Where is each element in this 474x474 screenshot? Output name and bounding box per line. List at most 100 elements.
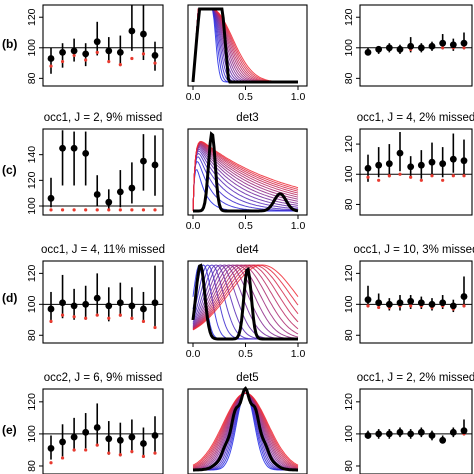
panel-e-left: occ2, J = 6, 9% missed 80 100 120	[26, 372, 164, 474]
true-value-point	[95, 208, 99, 212]
true-value-point	[107, 59, 111, 64]
estimate-point	[375, 45, 383, 53]
true-value-point	[130, 56, 134, 61]
true-value-point	[419, 178, 423, 182]
panel-d-left: occ1, J = 4, 11% missed 80 100 120	[26, 244, 165, 344]
y-tick-label: 120	[26, 8, 38, 26]
true-value-point	[366, 304, 370, 308]
estimate-point	[449, 428, 457, 436]
x-tick-label: 0.5	[238, 348, 253, 360]
panel-title-d-middle: det4	[236, 244, 259, 256]
row-label-d: (d)	[2, 291, 17, 305]
panel-c-left: occ1, J = 2, 9% missed 100 120 140	[26, 112, 164, 216]
true-value-point	[107, 451, 111, 455]
estimate-point	[128, 184, 136, 192]
estimate-point	[439, 39, 447, 47]
x-tick-label: 0.5	[238, 91, 253, 103]
true-value-point	[49, 64, 53, 68]
true-value-point	[377, 178, 381, 182]
estimate-point	[59, 438, 66, 446]
estimate-point	[396, 428, 404, 436]
y-tick-label: 120	[26, 264, 38, 282]
estimate-point	[140, 440, 147, 447]
panel-e-right: occ1, J = 2, 2% missed 80 100 120	[343, 372, 474, 474]
true-value-point	[430, 174, 434, 178]
panel-frame	[359, 128, 473, 216]
detection-curve	[192, 160, 298, 212]
x-tick-label: 0.0	[186, 91, 201, 103]
estimate-point	[151, 161, 159, 169]
true-value-point	[441, 46, 445, 50]
estimate-point	[407, 163, 415, 171]
estimate-point	[151, 299, 159, 307]
true-value-point	[60, 59, 65, 64]
estimate-point	[105, 47, 113, 55]
estimate-point	[439, 160, 447, 168]
y-tick-label: 120	[343, 135, 355, 153]
estimate-point	[407, 430, 415, 438]
detection-curve	[192, 392, 299, 470]
true-value-point	[462, 174, 466, 178]
estimate-point	[70, 433, 78, 441]
estimate-point	[70, 144, 78, 152]
true-value-point	[49, 319, 53, 323]
estimate-point	[82, 428, 90, 436]
panel-frame	[42, 4, 164, 87]
true-detection-curve	[191, 263, 298, 341]
true-value-point	[49, 208, 53, 212]
true-value-point	[153, 451, 157, 455]
panel-title-e-left: occ2, J = 6, 9% missed	[44, 372, 163, 384]
estimate-point	[460, 293, 468, 300]
true-value-point	[72, 315, 76, 319]
estimate-point	[47, 55, 55, 62]
y-tick-label: 100	[343, 39, 355, 57]
true-value-point	[141, 454, 146, 458]
x-tick-label: 0.0	[186, 348, 201, 360]
true-value-point	[153, 208, 157, 212]
detection-curve	[192, 392, 299, 469]
estimate-point	[375, 430, 383, 438]
estimate-point	[396, 45, 404, 53]
detection-curve	[192, 264, 299, 330]
estimate-point	[460, 157, 468, 165]
detection-curve	[192, 145, 299, 212]
estimate-point	[151, 432, 159, 439]
y-tick-label: 120	[26, 171, 38, 189]
true-value-point	[60, 456, 65, 460]
estimate-point	[151, 52, 159, 59]
y-tick-label: 80	[26, 72, 38, 84]
true-value-point	[72, 53, 76, 58]
panel-c-right: occ1, J = 4, 2% missed 80 100 120	[343, 112, 474, 216]
estimate-point	[47, 194, 55, 202]
estimate-point	[93, 191, 101, 198]
estimate-point	[93, 38, 101, 46]
panel-title-d-left: occ1, J = 4, 11% missed	[41, 244, 165, 256]
estimate-point	[385, 300, 393, 308]
true-value-point	[377, 305, 381, 310]
y-tick-label: 100	[26, 295, 38, 313]
detection-curve	[192, 392, 299, 470]
y-tick-label: 80	[343, 329, 355, 341]
true-value-point	[130, 316, 134, 320]
estimate-point	[364, 432, 372, 439]
true-value-point	[118, 313, 122, 317]
true-value-point	[60, 313, 65, 317]
estimate-point	[140, 305, 147, 313]
y-tick-label: 80	[26, 460, 38, 472]
estimate-point	[128, 27, 136, 35]
true-value-point	[84, 316, 88, 320]
true-value-point	[462, 46, 466, 50]
panel-frame	[359, 4, 473, 87]
true-value-point	[95, 313, 99, 317]
true-detection-curve	[193, 131, 299, 213]
estimate-point	[47, 444, 55, 452]
estimate-point	[460, 427, 468, 435]
estimate-point	[59, 144, 66, 152]
estimate-point	[82, 300, 90, 308]
estimate-point	[59, 48, 66, 56]
y-tick-label: 80	[26, 329, 38, 341]
detection-curve	[192, 148, 299, 212]
estimate-point	[460, 39, 468, 47]
estimate-point	[70, 302, 78, 310]
